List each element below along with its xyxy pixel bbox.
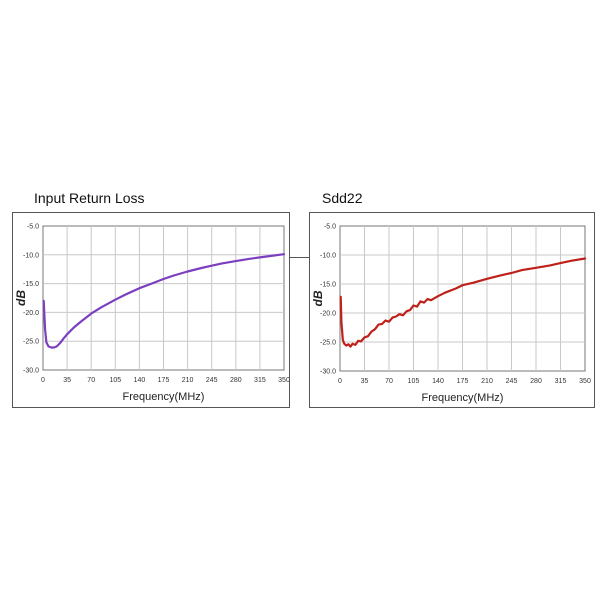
y-tick-label: -15.0 [320, 282, 336, 289]
x-tick-label: 245 [206, 377, 218, 384]
x-tick-label: 140 [134, 377, 146, 384]
chart-frame-input-return-loss: 0 35 70 105 140 175 210 245 280 315 350 -5.0 -10.0 -1… [12, 212, 290, 408]
x-tick-label: 280 [230, 377, 242, 384]
x-tick-label: 210 [481, 378, 493, 385]
x-tick-label: 105 [408, 378, 420, 385]
y-tick-label: -20.0 [320, 311, 336, 318]
x-tick-label: 315 [555, 378, 567, 385]
y-tick-label: -30.0 [23, 368, 39, 375]
x-tick-label: 210 [182, 377, 194, 384]
y-tick-label: -10.0 [320, 253, 336, 260]
chart-frame-sdd22: 0 35 70 105 140 175 210 245 280 315 350 -5.0 -10.0 -1… [309, 212, 595, 408]
x-tick-label: 105 [109, 377, 121, 384]
chart-title-sdd22: Sdd22 [322, 190, 363, 206]
y-tick-label: -10.0 [23, 252, 39, 259]
y-tick-label: -25.0 [320, 340, 336, 347]
x-axis-label: Frequency(MHz) [123, 391, 205, 403]
x-tick-label: 245 [506, 378, 518, 385]
x-tick-label: 350 [579, 378, 591, 385]
y-tick-label: -20.0 [23, 310, 39, 317]
x-tick-label: 350 [278, 377, 289, 384]
x-tick-label: 35 [63, 377, 71, 384]
x-tick-label: 175 [158, 377, 170, 384]
x-axis-label: Frequency(MHz) [422, 392, 504, 404]
series-line [339, 257, 587, 348]
y-tick-label: -30.0 [320, 369, 336, 376]
y-axis-label: dB [14, 290, 28, 306]
frame-connector-line [290, 257, 309, 258]
series-line [42, 253, 286, 349]
y-tick-label: -15.0 [23, 281, 39, 288]
x-tick-label: 70 [87, 377, 95, 384]
x-tick-label: 0 [338, 378, 342, 385]
x-tick-label: 175 [457, 378, 469, 385]
y-axis-label: dB [311, 290, 325, 306]
y-tick-label: -25.0 [23, 339, 39, 346]
y-tick-label: -5.0 [324, 224, 336, 231]
x-tick-label: 0 [41, 377, 45, 384]
x-tick-label: 280 [530, 378, 542, 385]
x-tick-label: 35 [361, 378, 369, 385]
x-tick-label: 140 [432, 378, 444, 385]
chart-sdd22: 0 35 70 105 140 175 210 245 280 315 350 -5.0 -10.0 -1… [311, 224, 591, 405]
chart-title-input-return-loss: Input Return Loss [34, 190, 145, 206]
chart-input-return-loss: 0 35 70 105 140 175 210 245 280 315 350 -5.0 -10.0 -1… [14, 224, 290, 404]
x-tick-label: 70 [385, 378, 393, 385]
x-tick-label: 315 [254, 377, 266, 384]
y-tick-label: -5.0 [27, 224, 39, 231]
